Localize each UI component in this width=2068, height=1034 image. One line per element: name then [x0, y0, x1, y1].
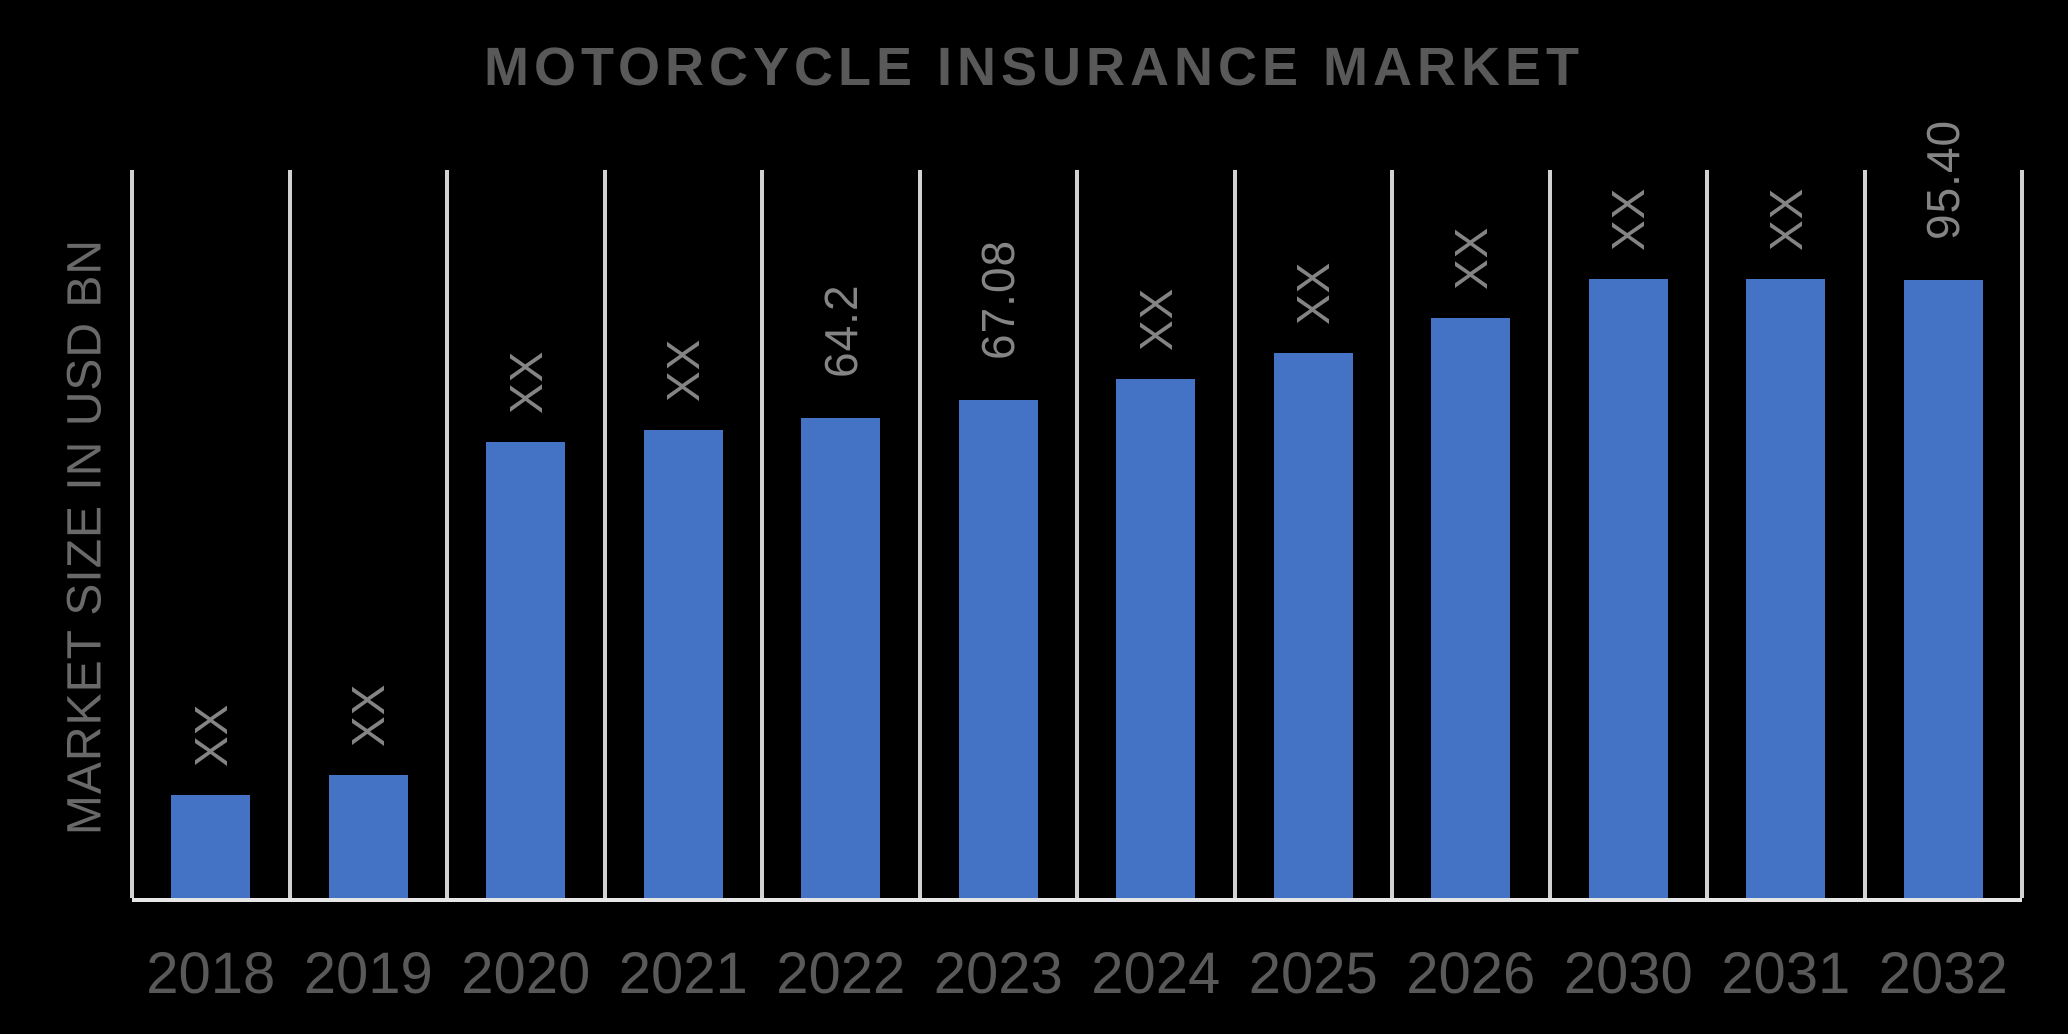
- bar-value-label-2030: XX: [1602, 187, 1655, 251]
- gridline-vertical: [1232, 170, 1237, 898]
- gridline-vertical: [1547, 170, 1552, 898]
- bar-value-label-2032: 95.40: [1917, 119, 1970, 240]
- x-tick-label-2023: 2023: [933, 941, 1063, 1006]
- x-tick-label-2030: 2030: [1563, 941, 1693, 1006]
- bar-2018: [171, 795, 251, 898]
- x-tick-label-2021: 2021: [618, 941, 748, 1006]
- gridline-vertical: [2020, 170, 2024, 898]
- bar-value-label-2024: XX: [1129, 287, 1182, 351]
- gridline-vertical: [602, 170, 607, 898]
- bar-value-label-2026: XX: [1444, 226, 1497, 290]
- x-tick-label-2022: 2022: [776, 941, 906, 1006]
- gridline-vertical: [917, 170, 922, 898]
- bar-value-label-2020: XX: [499, 350, 552, 414]
- bar-value-label-2021: XX: [657, 338, 710, 402]
- bar-2021: [643, 430, 723, 898]
- x-tick-label-2031: 2031: [1721, 941, 1851, 1006]
- x-tick-label-2024: 2024: [1091, 941, 1221, 1006]
- bar-2030: [1588, 279, 1668, 898]
- bar-value-label-2019: XX: [342, 683, 395, 747]
- bar-2026: [1431, 318, 1511, 898]
- x-tick-label-2019: 2019: [303, 941, 433, 1006]
- bar-2023: [958, 400, 1038, 898]
- bar-2020: [486, 442, 566, 898]
- bar-2031: [1746, 279, 1826, 898]
- gridline-vertical: [1705, 170, 1709, 898]
- gridline-vertical: [287, 170, 292, 898]
- x-tick-label-2020: 2020: [461, 941, 591, 1006]
- y-axis-title: MARKET SIZE IN USD BN: [58, 238, 112, 836]
- x-tick-label-2026: 2026: [1406, 941, 1536, 1006]
- x-axis-line: [132, 898, 2022, 902]
- gridline-vertical: [445, 170, 449, 898]
- gridline-vertical: [1390, 170, 1394, 898]
- bar-value-label-2022: 64.2: [814, 284, 867, 378]
- gridline-vertical: [760, 170, 764, 898]
- x-tick-label-2018: 2018: [146, 941, 276, 1006]
- bar-2024: [1116, 379, 1196, 898]
- bar-2019: [328, 775, 408, 898]
- gridline-vertical: [1862, 170, 1867, 898]
- bar-value-label-2018: XX: [184, 703, 237, 767]
- x-tick-label-2032: 2032: [1878, 941, 2008, 1006]
- gridline-vertical: [1075, 170, 1079, 898]
- chart-title: MOTORCYCLE INSURANCE MARKET: [483, 37, 1584, 97]
- x-tick-label-2025: 2025: [1248, 941, 1378, 1006]
- bar-value-label-2025: XX: [1287, 261, 1340, 325]
- bar-value-label-2023: 67.08: [972, 239, 1025, 360]
- bar-2022: [801, 418, 881, 898]
- bar-2025: [1273, 353, 1353, 898]
- gridline-vertical: [130, 170, 134, 898]
- bar-value-label-2031: XX: [1759, 187, 1812, 251]
- bar-2032: [1903, 280, 1983, 898]
